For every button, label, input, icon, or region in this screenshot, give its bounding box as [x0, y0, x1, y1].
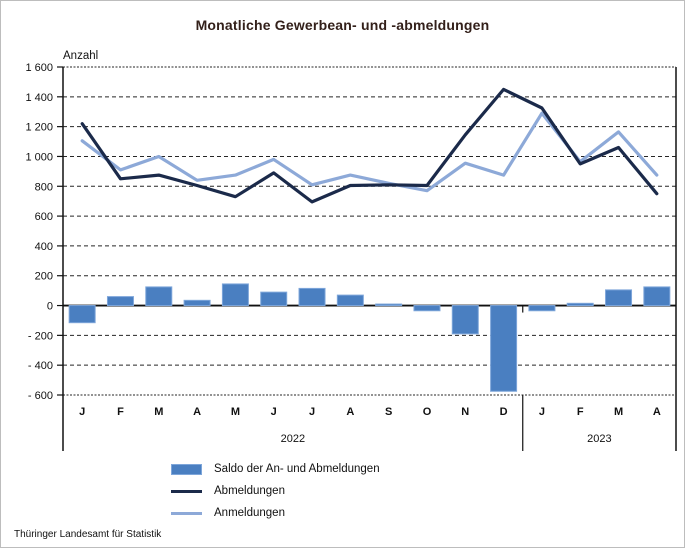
svg-text:A: A [653, 406, 661, 418]
svg-text:600: 600 [35, 211, 53, 223]
legend-item-anmeldungen: Anmeldungen [171, 502, 380, 524]
svg-text:A: A [193, 406, 201, 418]
chart-plot-area: 1 600 1 400 1 200 1 000 800 600 400 200 0 - 200 - … [25, 50, 677, 451]
legend-item-saldo: Saldo der An- und Abmeldungen [171, 458, 380, 480]
svg-text:A: A [346, 406, 354, 418]
footer-source: Thüringer Landesamt für Statistik [14, 529, 162, 540]
svg-text:M: M [231, 406, 240, 418]
svg-text:Anzahl: Anzahl [63, 50, 98, 62]
svg-text:1 000: 1 000 [25, 151, 53, 163]
legend-label-anmeldungen: Anmeldungen [214, 507, 285, 519]
svg-text:1 600: 1 600 [25, 62, 53, 74]
svg-text:D: D [500, 406, 508, 418]
legend-label-saldo: Saldo der An- und Abmeldungen [214, 463, 380, 475]
svg-text:N: N [461, 406, 469, 418]
legend: Saldo der An- und Abmeldungen Abmeldunge… [171, 458, 380, 524]
svg-text:M: M [154, 406, 163, 418]
svg-text:800: 800 [35, 181, 53, 193]
svg-text:1 400: 1 400 [25, 92, 53, 104]
svg-text:- 400: - 400 [28, 360, 53, 372]
svg-text:200: 200 [35, 271, 53, 283]
svg-text:- 200: - 200 [28, 330, 53, 342]
svg-text:J: J [271, 406, 277, 418]
svg-text:S: S [385, 406, 392, 418]
svg-text:2022: 2022 [281, 433, 305, 445]
chart-title: Monatliche Gewerbean- und -abmeldungen [195, 17, 490, 33]
legend-label-abmeldungen: Abmeldungen [214, 485, 285, 497]
svg-text:M: M [614, 406, 623, 418]
svg-text:F: F [577, 406, 584, 418]
legend-item-abmeldungen: Abmeldungen [171, 480, 380, 502]
anmeldungen-line-swatch-icon [171, 511, 202, 515]
svg-text:J: J [539, 406, 545, 418]
svg-text:J: J [79, 406, 85, 418]
svg-text:2023: 2023 [587, 433, 611, 445]
svg-text:J: J [309, 406, 315, 418]
abmeldungen-line-swatch-icon [171, 489, 202, 493]
svg-text:1 200: 1 200 [25, 122, 53, 134]
svg-text:F: F [117, 406, 124, 418]
saldo-bar-swatch-icon [171, 463, 202, 475]
svg-text:- 600: - 600 [28, 390, 53, 402]
svg-text:O: O [423, 406, 432, 418]
svg-text:400: 400 [35, 241, 53, 253]
svg-text:0: 0 [47, 301, 53, 313]
